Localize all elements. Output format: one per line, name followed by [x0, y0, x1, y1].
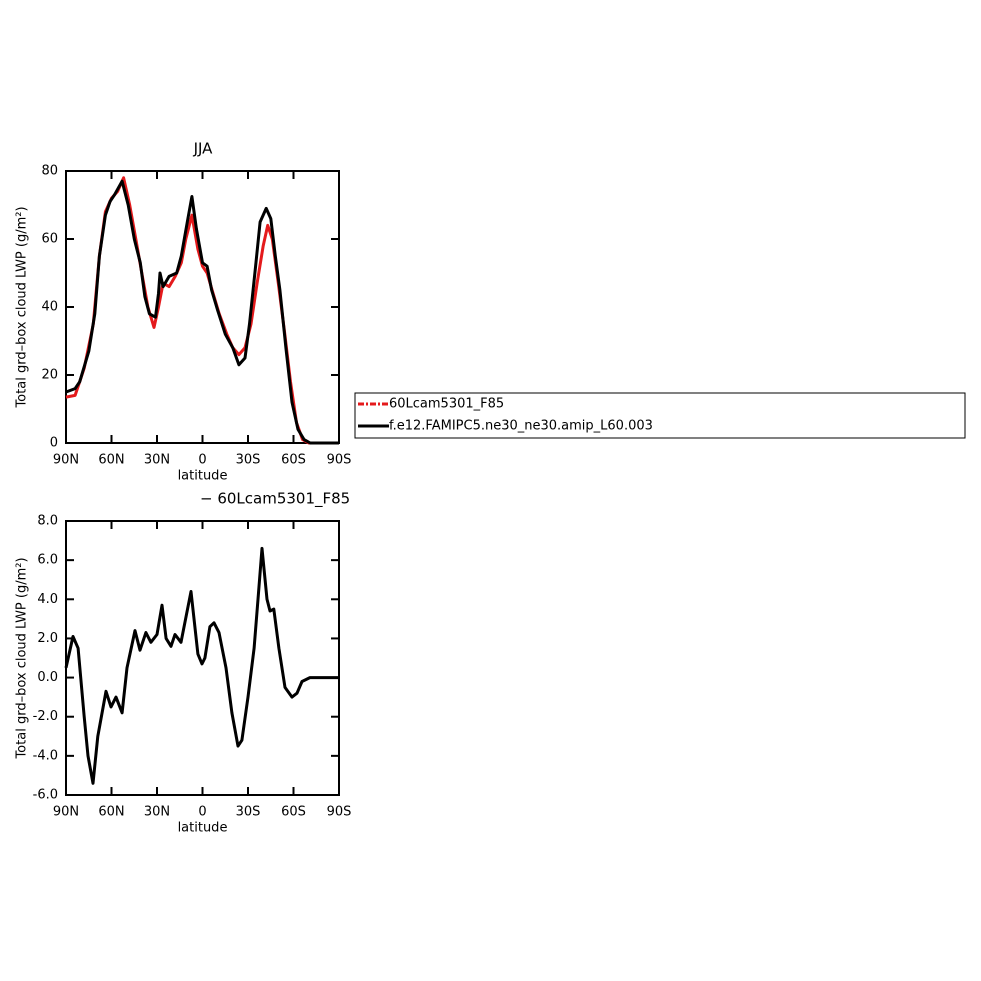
series-line [65, 176, 339, 445]
y-tick-label: 80 [41, 164, 58, 179]
x-tick-label: 90N [53, 453, 79, 468]
y-tick-label: 0 [50, 436, 58, 451]
y-tick-label: -6.0 [33, 788, 58, 803]
y-tick-label: 8.0 [37, 514, 58, 529]
legend-label: 60Lcam5301_F85 [389, 397, 504, 412]
plot-frame [65, 520, 340, 796]
y-tick-label: 6.0 [37, 553, 58, 568]
series-line [64, 546, 339, 785]
x-tick-label: 30N [144, 453, 170, 468]
chart-title: JJA [193, 140, 214, 158]
series-line [65, 179, 339, 445]
x-tick-label: 90N [53, 805, 79, 820]
y-tick-label: 4.0 [37, 592, 58, 607]
x-tick-label: 30N [144, 805, 170, 820]
x-tick-label: 30S [236, 453, 261, 468]
x-tick-label: 60N [98, 453, 124, 468]
x-axis-label: latitude [178, 469, 228, 484]
x-tick-label: 30S [236, 805, 261, 820]
y-tick-label: -4.0 [33, 748, 58, 763]
x-tick-label: 60S [281, 453, 306, 468]
y-label-clip: Total grd–box cloud LWP (g/m²) [15, 557, 30, 759]
x-tick-label: 90S [327, 805, 352, 820]
x-tick-label: 90S [327, 453, 352, 468]
y-tick-label: 0.0 [37, 670, 58, 685]
x-tick-label: 0 [198, 805, 206, 820]
legend-box [354, 392, 966, 439]
y-axis-label: Total grd–box cloud LWP (g/m²) [15, 206, 30, 408]
y-axis-label: Total grd–box cloud LWP (g/m²) [15, 557, 30, 759]
x-tick-label: 60N [98, 805, 124, 820]
y-tick-label: 40 [41, 300, 58, 315]
y-tick-label: -2.0 [33, 709, 58, 724]
x-tick-label: 60S [281, 805, 306, 820]
y-tick-label: 2.0 [37, 631, 58, 646]
legend-label: f.e12.FAMIPC5.ne30_ne30.amip_L60.003 [389, 419, 653, 434]
y-tick-label: 20 [41, 368, 58, 383]
chart-title: − 60Lcam5301_F85 [200, 490, 350, 509]
y-tick-label: 60 [41, 232, 58, 247]
x-tick-label: 0 [198, 453, 206, 468]
x-axis-label: latitude [178, 821, 228, 836]
